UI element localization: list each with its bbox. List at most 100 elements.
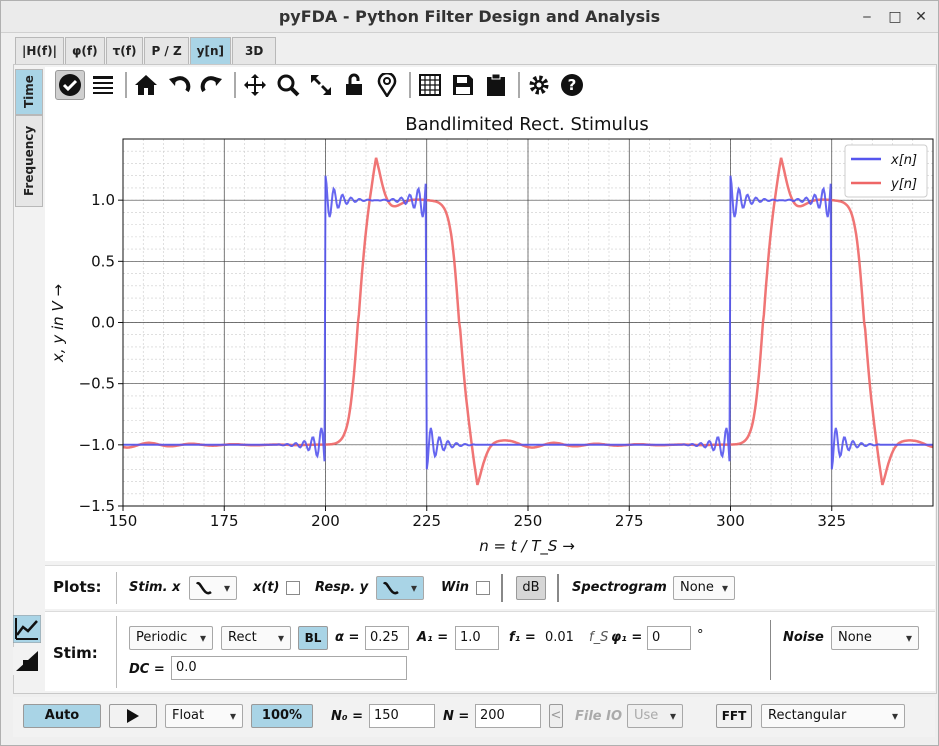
- clipboard-icon[interactable]: [481, 70, 511, 100]
- stim-shape-select[interactable]: Rect: [221, 626, 291, 650]
- legend: x[n] y[n]: [844, 144, 928, 198]
- save-icon[interactable]: [448, 70, 478, 100]
- grid-icon[interactable]: [415, 70, 445, 100]
- collapse-file-io-icon[interactable]: <: [549, 704, 563, 728]
- toolbar-separator: [234, 72, 236, 98]
- stim-type-select[interactable]: Periodic: [129, 626, 213, 650]
- x-tick-label: 200: [311, 512, 340, 530]
- tab-time[interactable]: Time: [15, 69, 43, 115]
- separator: [770, 620, 771, 680]
- run-control-row: Auto Float 100% N₀ = 150 N = 200 < File …: [13, 697, 935, 737]
- tab-group-delay[interactable]: τ(f): [105, 37, 144, 65]
- separator: [557, 574, 559, 602]
- alpha-label: α =: [335, 630, 360, 645]
- x-tick-label: 225: [412, 512, 441, 530]
- y-tick-label: −1.0: [79, 436, 115, 454]
- y-tick-label: 1.0: [91, 191, 115, 209]
- noise-label: Noise: [783, 630, 824, 645]
- settings-icon[interactable]: [524, 70, 554, 100]
- stim-x-style-select[interactable]: [189, 576, 237, 600]
- tab-3d[interactable]: 3D: [232, 37, 277, 65]
- dc-label: DC =: [129, 662, 165, 677]
- separator: [501, 574, 503, 602]
- tab-pole-zero[interactable]: P / Z: [144, 37, 189, 65]
- fs-unit-label: f_S: [589, 630, 609, 645]
- x-tick-label: 300: [716, 512, 745, 530]
- tab-impulse-response[interactable]: y[n]: [189, 37, 232, 65]
- progress-percent-button[interactable]: 100%: [251, 704, 313, 728]
- resp-y-label: Resp. y: [315, 580, 369, 595]
- degree-label: °: [697, 628, 704, 643]
- series-line-x: [123, 175, 933, 470]
- window-type-select[interactable]: Rectangular: [761, 704, 905, 728]
- noise-select[interactable]: None: [831, 626, 919, 650]
- number-format-select[interactable]: Float: [165, 704, 243, 728]
- phase-input[interactable]: 0: [647, 626, 691, 650]
- dc-input[interactable]: 0.0: [171, 656, 407, 680]
- y-axis-label: x, y in V →: [49, 284, 67, 363]
- win-label: Win: [441, 580, 470, 595]
- toolbar-separator: [518, 72, 520, 98]
- db-button[interactable]: dB: [516, 576, 546, 600]
- n-input[interactable]: 200: [475, 704, 541, 728]
- alpha-input[interactable]: 0.25: [365, 626, 409, 650]
- n0-input[interactable]: 150: [369, 704, 435, 728]
- title-bar: pyFDA - Python Filter Design and Analysi…: [1, 1, 938, 33]
- plot-toolbar: ?: [55, 69, 590, 101]
- file-io-select[interactable]: Use: [627, 704, 683, 728]
- tab-magnitude[interactable]: |H(f)|: [15, 37, 64, 65]
- y-tick-label: −1.5: [79, 497, 115, 515]
- marker-icon[interactable]: [372, 70, 402, 100]
- win-checkbox[interactable]: [476, 581, 490, 595]
- play-icon: [127, 709, 139, 723]
- xt-checkbox[interactable]: [286, 581, 300, 595]
- stim-plot-icon[interactable]: [12, 614, 42, 644]
- n0-label: N₀ =: [331, 709, 363, 724]
- help-icon[interactable]: ?: [557, 70, 587, 100]
- maximize-icon[interactable]: □: [888, 9, 902, 25]
- major-grid: [122, 139, 933, 507]
- auto-run-button[interactable]: Auto: [23, 704, 101, 728]
- vertical-tab-bar: Time Frequency: [15, 69, 43, 207]
- resp-y-style-select[interactable]: [376, 576, 424, 600]
- plots-label: Plots:: [53, 578, 102, 596]
- bandlimit-button[interactable]: BL: [298, 626, 328, 650]
- line-style-icon: [196, 581, 212, 595]
- chart-title: Bandlimited Rect. Stimulus: [405, 114, 648, 135]
- toolbar-separator: [409, 72, 411, 98]
- close-icon[interactable]: ✕: [915, 9, 927, 25]
- check-circle-icon[interactable]: [55, 70, 85, 100]
- separator: [116, 616, 117, 688]
- fullscreen-icon[interactable]: [306, 70, 336, 100]
- y-tick-label: −0.5: [79, 375, 115, 393]
- xt-label: x(t): [253, 580, 280, 595]
- fft-window-button[interactable]: FFT: [716, 704, 752, 728]
- tab-phase[interactable]: φ(f): [65, 37, 105, 65]
- spectrogram-select[interactable]: None: [673, 576, 735, 600]
- x-tick-label: 325: [817, 512, 846, 530]
- redo-icon[interactable]: [197, 70, 227, 100]
- play-button[interactable]: [109, 704, 157, 728]
- home-icon[interactable]: [131, 70, 161, 100]
- file-io-label: File IO: [575, 709, 623, 724]
- legend-label-x: x[n]: [890, 153, 917, 168]
- x-axis-label: n = t / T_S →: [479, 537, 575, 556]
- zoom-icon[interactable]: [273, 70, 303, 100]
- undo-icon[interactable]: [164, 70, 194, 100]
- amplitude-label: A₁ =: [417, 630, 449, 645]
- phase-label: φ₁ =: [611, 630, 643, 645]
- list-icon[interactable]: [88, 70, 118, 100]
- pan-icon[interactable]: [240, 70, 270, 100]
- n-label: N =: [443, 709, 470, 724]
- spectrogram-label: Spectrogram: [572, 580, 667, 595]
- frequency-input[interactable]: 0.01: [545, 630, 574, 645]
- traces: [123, 157, 933, 486]
- plot-canvas: [45, 67, 935, 561]
- lock-icon[interactable]: [339, 70, 369, 100]
- tab-frequency[interactable]: Frequency: [15, 115, 43, 207]
- amplitude-input[interactable]: 1.0: [455, 626, 499, 650]
- step-plot-icon[interactable]: [13, 647, 41, 675]
- window-title: pyFDA - Python Filter Design and Analysi…: [278, 7, 661, 26]
- minimize-icon[interactable]: ‒: [862, 9, 872, 25]
- time-domain-chart[interactable]: Bandlimited Rect. Stimulus 150 175 200 225 2…: [45, 105, 935, 559]
